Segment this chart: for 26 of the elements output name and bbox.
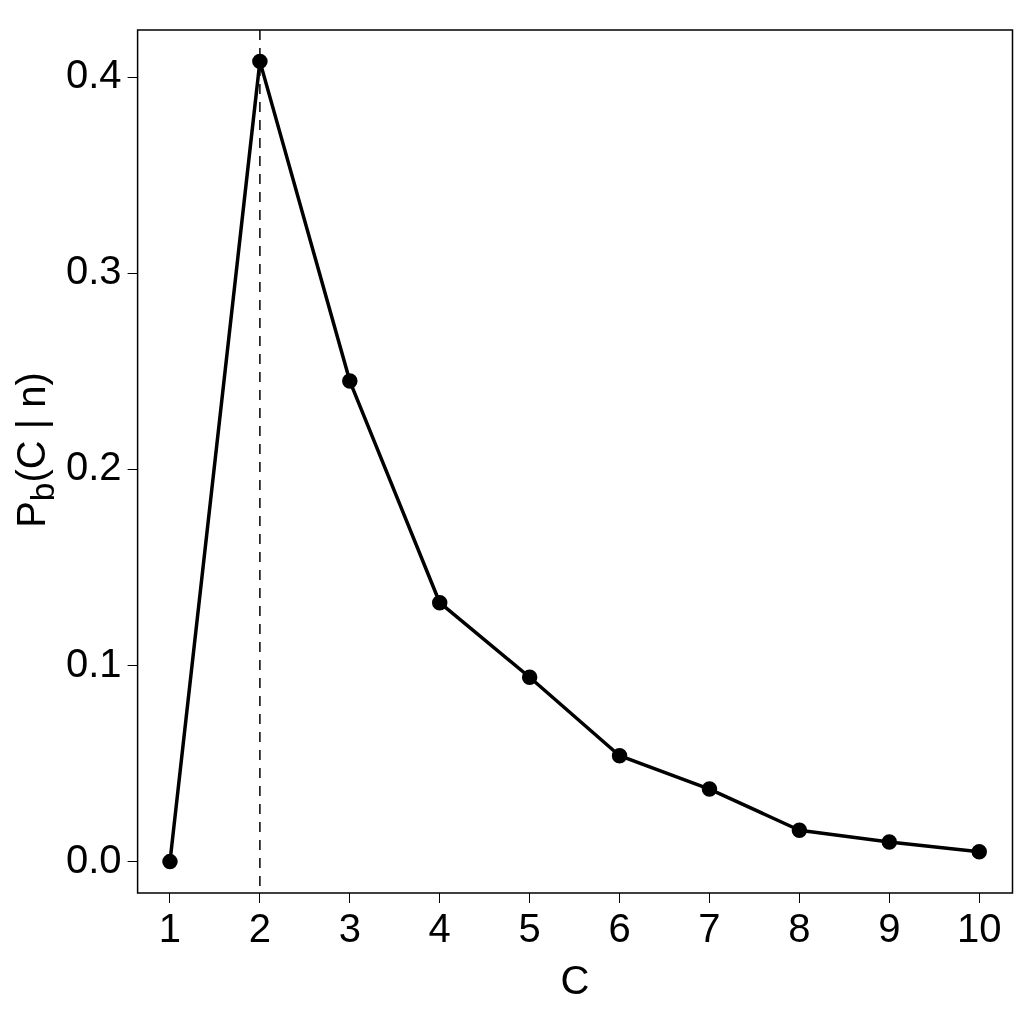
x-tick-label: 4 <box>428 906 451 951</box>
x-tick-label: 2 <box>248 906 272 951</box>
point <box>521 669 538 685</box>
point <box>431 594 448 611</box>
x-tick-label: 3 <box>338 906 361 951</box>
x-tick-label: 5 <box>518 906 541 951</box>
y-tick-label: 0.4 <box>66 52 122 97</box>
point <box>252 53 268 70</box>
y-tick-label: 0.3 <box>66 248 122 293</box>
x-axis-title: C <box>560 958 590 1003</box>
x-tick-label: 9 <box>878 906 901 951</box>
point <box>971 844 987 860</box>
x-tick-label: 6 <box>608 906 631 951</box>
x-tick-label: 10 <box>956 906 1002 951</box>
point <box>881 834 898 850</box>
x-tick-label: 1 <box>158 906 182 951</box>
x-tick-label: 8 <box>788 906 811 951</box>
point <box>791 822 808 838</box>
point <box>611 747 628 764</box>
y-tick-label: 0.1 <box>66 640 122 685</box>
point <box>342 373 358 389</box>
x-tick-label: 7 <box>698 906 721 951</box>
point <box>162 853 178 870</box>
point <box>701 781 718 797</box>
y-tick-label: 0.0 <box>66 836 122 881</box>
y-tick-label: 0.2 <box>66 444 122 489</box>
